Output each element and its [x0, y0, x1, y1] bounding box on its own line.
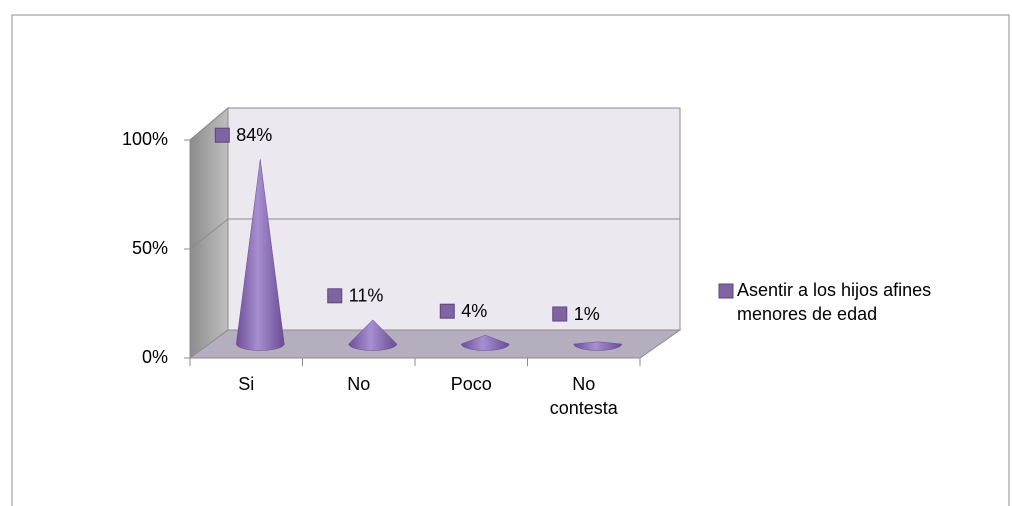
data-label: 4%	[461, 301, 487, 321]
cone	[573, 341, 623, 351]
grid-line	[189, 107, 680, 141]
y-tick-label: 100%	[122, 129, 168, 149]
x-tick-label-box: No contesta	[549, 374, 618, 418]
data-label: 84%	[236, 125, 272, 145]
legend-label: Asentir a los hijos afines menores de ed…	[737, 280, 932, 324]
data-label: 1%	[574, 304, 600, 324]
legend-marker	[718, 283, 734, 299]
x-tick-label-box: Si	[238, 374, 255, 394]
label-marker	[439, 303, 455, 319]
y-tick-label: 50%	[132, 238, 168, 258]
legend-label-box: Asentir a los hijos afines menores de ed…	[737, 280, 932, 324]
side-wall	[189, 106, 229, 359]
x-tick-label: Poco	[450, 374, 492, 394]
x-tick-label-box: Poco	[450, 374, 492, 394]
y-tick-label: 0%	[142, 347, 168, 367]
cone	[460, 334, 510, 351]
label-marker	[214, 127, 230, 143]
label-marker	[327, 288, 343, 304]
x-tick-label: No	[347, 374, 371, 394]
label-marker	[552, 306, 568, 322]
cone	[348, 319, 398, 351]
grid-line	[189, 218, 680, 250]
data-label: 11%	[349, 286, 384, 306]
x-tick-label: No contesta	[549, 374, 618, 418]
x-tick-label-box: No	[347, 374, 371, 394]
cone	[235, 159, 285, 351]
x-tick-label: Si	[238, 374, 255, 394]
